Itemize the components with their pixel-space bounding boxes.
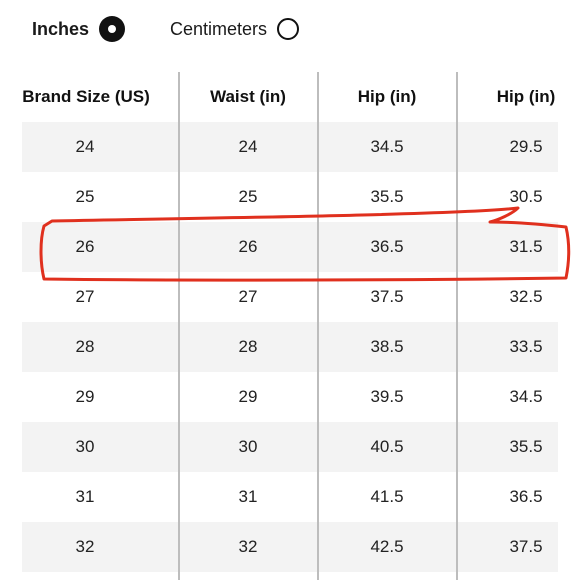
cell-brand-size: 29 <box>75 387 95 406</box>
unit-label-inches: Inches <box>32 18 90 39</box>
cell-waist: 30 <box>238 437 258 456</box>
cell-brand-size: 26 <box>75 237 95 256</box>
column-header-waist: Waist (in) <box>210 87 286 106</box>
table-row: 25 25 35.5 30.5 <box>0 172 580 222</box>
cell-hip: 42.5 <box>370 537 404 556</box>
cell-hip-2: 30.5 <box>509 187 543 206</box>
cell-hip-2: 33.5 <box>509 337 543 356</box>
cell-waist: 25 <box>238 187 258 206</box>
cell-brand-size: 30 <box>75 437 95 456</box>
unit-label-centimeters: Centimeters <box>170 18 268 39</box>
column-divider <box>456 72 458 580</box>
cell-hip-2: 37.5 <box>509 537 543 556</box>
cell-brand-size: 27 <box>75 287 95 306</box>
column-header-hip-2: Hip (in) <box>496 87 556 106</box>
cell-brand-size: 32 <box>75 537 95 556</box>
cell-brand-size: 28 <box>75 337 95 356</box>
column-header-brand-size: Brand Size (US) <box>22 87 150 106</box>
cell-hip-2: 35.5 <box>509 437 543 456</box>
cell-waist: 24 <box>238 137 258 156</box>
table-body: 24 24 34.5 29.5 25 25 35.5 30.5 26 26 36.5 31.5 27 27… <box>0 122 580 572</box>
table-row: 29 29 39.5 34.5 <box>0 372 580 422</box>
cell-waist: 32 <box>238 537 258 556</box>
cell-brand-size: 25 <box>75 187 95 206</box>
table-row: 26 26 36.5 31.5 <box>0 222 580 272</box>
table-header-row: Brand Size (US) Waist (in) Hip (in) Hip … <box>0 72 580 122</box>
size-chart-table: Brand Size (US) Waist (in) Hip (in) Hip … <box>0 72 580 572</box>
radio-unselected-icon[interactable] <box>277 18 300 40</box>
table-row: 27 27 37.5 32.5 <box>0 272 580 322</box>
table-row: 32 32 42.5 37.5 <box>0 522 580 572</box>
table-row: 28 28 38.5 33.5 <box>0 322 580 372</box>
radio-selected-icon[interactable] <box>99 16 126 42</box>
table-row: 24 24 34.5 29.5 <box>0 122 580 172</box>
cell-waist: 29 <box>238 387 258 406</box>
cell-waist: 27 <box>238 287 258 306</box>
cell-hip-2: 29.5 <box>509 137 543 156</box>
unit-toggle: Inches Centimeters <box>0 0 580 58</box>
cell-hip: 34.5 <box>370 137 404 156</box>
cell-hip: 41.5 <box>370 487 404 506</box>
cell-hip: 40.5 <box>370 437 404 456</box>
cell-hip: 39.5 <box>370 387 404 406</box>
table-row: 30 30 40.5 35.5 <box>0 422 580 472</box>
cell-brand-size: 31 <box>75 487 95 506</box>
cell-hip-2: 31.5 <box>509 237 543 256</box>
unit-option-inches[interactable]: Inches <box>32 12 126 46</box>
cell-hip: 35.5 <box>370 187 404 206</box>
cell-brand-size: 24 <box>75 137 95 156</box>
cell-hip-2: 32.5 <box>509 287 543 306</box>
cell-hip: 37.5 <box>370 287 404 306</box>
cell-hip: 38.5 <box>370 337 404 356</box>
radio-dot-icon <box>108 25 117 33</box>
cell-hip: 36.5 <box>370 237 404 256</box>
unit-option-centimeters[interactable]: Centimeters <box>170 12 300 46</box>
table-row: 31 31 41.5 36.5 <box>0 472 580 522</box>
column-divider <box>178 72 180 580</box>
cell-waist: 28 <box>238 337 258 356</box>
cell-hip-2: 36.5 <box>509 487 543 506</box>
cell-waist: 26 <box>238 237 258 256</box>
column-divider <box>317 72 319 580</box>
cell-hip-2: 34.5 <box>509 387 543 406</box>
column-header-hip: Hip (in) <box>357 87 417 106</box>
cell-waist: 31 <box>238 487 258 506</box>
